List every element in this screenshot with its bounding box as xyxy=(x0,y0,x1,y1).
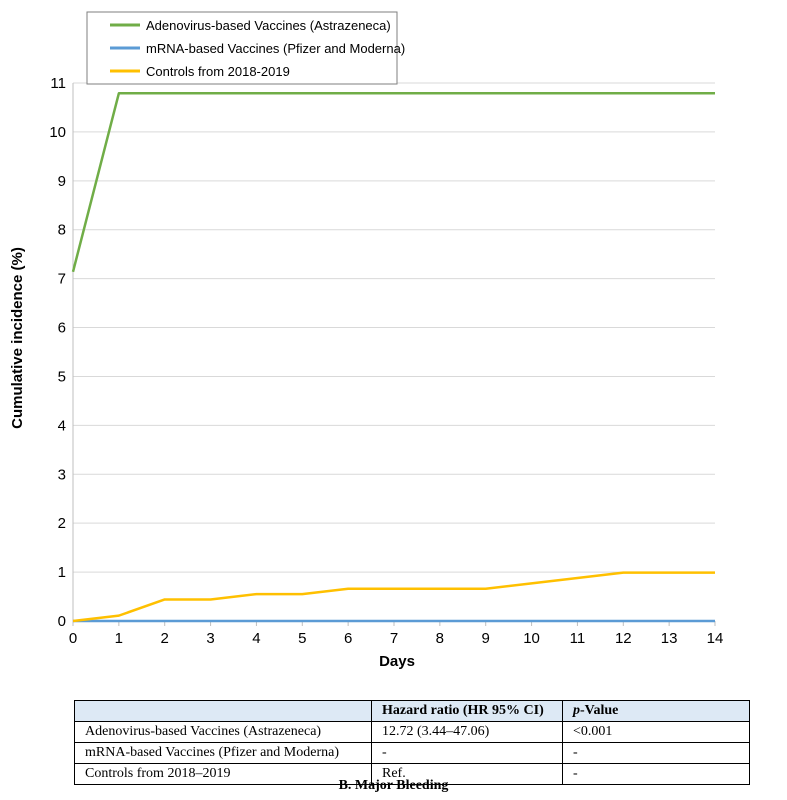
x-tick-label: 9 xyxy=(482,630,490,647)
axes xyxy=(72,83,716,626)
legend-label: Adenovirus-based Vaccines (Astrazeneca) xyxy=(146,18,391,33)
y-tick-label: 5 xyxy=(58,368,66,385)
series-line-0 xyxy=(71,92,715,273)
row-p-value: - xyxy=(562,742,750,764)
header-hazard-ratio: Hazard ratio (HR 95% CI) xyxy=(371,700,563,722)
x-tick-label: 4 xyxy=(252,630,260,647)
x-tick-label: 10 xyxy=(523,630,540,647)
hazard-ratio-table-wrapper: Hazard ratio (HR 95% CI) p-Value Adenovi… xyxy=(74,700,750,785)
row-hazard-ratio: Ref. xyxy=(371,763,563,785)
y-tick-label: 6 xyxy=(58,320,66,337)
x-tick-label: 12 xyxy=(615,630,632,647)
grid xyxy=(73,82,715,573)
x-tick-label: 11 xyxy=(570,630,586,647)
header-p-letter: p xyxy=(573,703,580,718)
series-line-2 xyxy=(72,571,715,623)
row-p-value: <0.001 xyxy=(562,721,750,743)
table-header-row: Hazard ratio (HR 95% CI) p-Value xyxy=(74,700,750,722)
x-tick-label: 13 xyxy=(661,630,678,647)
x-tick-label: 3 xyxy=(206,630,214,647)
x-tick-label: 2 xyxy=(161,630,169,647)
y-axis-title: Cumulative incidence (%) xyxy=(9,247,26,429)
table-row: Controls from 2018–2019 Ref. - xyxy=(74,763,750,785)
x-tick-label: 8 xyxy=(436,630,444,647)
row-label: Controls from 2018–2019 xyxy=(74,763,372,785)
row-label: Adenovirus-based Vaccines (Astrazeneca) xyxy=(74,721,372,743)
header-p-value: p-Value xyxy=(562,700,750,722)
x-tick-label: 7 xyxy=(390,630,398,647)
y-tick-label: 1 xyxy=(58,564,66,581)
x-axis-title: Days xyxy=(379,653,415,670)
y-tick-label: 2 xyxy=(58,515,66,532)
legend: Adenovirus-based Vaccines (Astrazeneca) m… xyxy=(86,11,405,85)
y-tick-label: 0 xyxy=(58,613,66,630)
row-hazard-ratio: - xyxy=(371,742,563,764)
y-tick-label: 4 xyxy=(58,417,66,434)
row-label: mRNA-based Vaccines (Pfizer and Moderna) xyxy=(74,742,372,764)
header-group xyxy=(74,700,372,722)
legend-label: mRNA-based Vaccines (Pfizer and Moderna) xyxy=(146,41,405,56)
y-tick-label: 11 xyxy=(50,75,66,92)
y-tick-label: 3 xyxy=(58,466,66,483)
x-tick-label: 14 xyxy=(707,630,724,647)
x-tick-label: 6 xyxy=(344,630,352,647)
series-lines xyxy=(71,92,715,623)
table-row: mRNA-based Vaccines (Pfizer and Moderna)… xyxy=(74,742,750,764)
table-row: Adenovirus-based Vaccines (Astrazeneca) … xyxy=(74,721,750,743)
x-tick-label: 5 xyxy=(298,630,306,647)
x-tick-label: 0 xyxy=(69,630,77,647)
y-tick-label: 9 xyxy=(58,173,66,190)
row-hazard-ratio: 12.72 (3.44–47.06) xyxy=(371,721,563,743)
x-tick-labels: 0 1 2 3 4 5 6 7 8 9 10 11 12 13 14 xyxy=(69,630,724,647)
row-p-value: - xyxy=(562,763,750,785)
figure-caption: B. Major Bleeding xyxy=(338,778,449,793)
legend-label: Controls from 2018-2019 xyxy=(146,64,290,79)
y-tick-labels: 0 1 2 3 4 5 6 7 8 9 10 11 xyxy=(49,75,66,630)
y-tick-label: 7 xyxy=(58,271,66,288)
y-tick-label: 10 xyxy=(49,124,66,141)
y-tick-label: 8 xyxy=(58,222,66,239)
hazard-ratio-table: Hazard ratio (HR 95% CI) p-Value Adenovi… xyxy=(74,700,750,785)
x-tick-label: 1 xyxy=(115,630,123,647)
